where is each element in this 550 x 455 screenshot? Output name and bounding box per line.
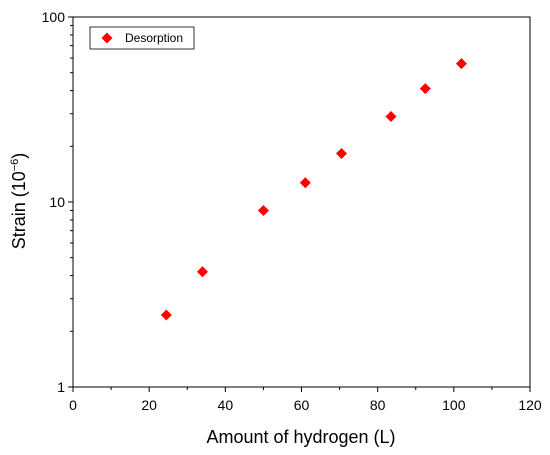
plot-area: [72, 16, 531, 388]
x-tick-label: 80: [370, 397, 386, 413]
legend-marker: [101, 32, 113, 44]
data-point: [385, 110, 397, 122]
y-axis: 1 10 100: [42, 9, 73, 395]
data-point: [257, 204, 269, 216]
y-axis-title-main: Strain (10: [9, 171, 29, 249]
data-point: [455, 58, 467, 70]
data-point: [419, 83, 431, 95]
x-tick-label: 120: [518, 397, 542, 413]
legend-label: Desorption: [125, 31, 183, 45]
y-axis-title-close: ): [9, 153, 29, 159]
y-tick-label: 1: [57, 379, 65, 395]
data-point: [160, 309, 172, 321]
data-points: [160, 58, 467, 321]
legend-box: [89, 26, 195, 50]
legend: Desorption: [89, 26, 195, 50]
x-axis-title: Amount of hydrogen (L): [206, 427, 395, 447]
y-tick-label: 100: [42, 9, 66, 25]
y-axis-title: Strain (10−6): [9, 153, 29, 250]
x-tick-label: 40: [218, 397, 234, 413]
x-tick-label: 20: [141, 397, 157, 413]
x-axis: 0 20 40 60 80 100 120: [69, 387, 542, 413]
x-tick-label: 0: [69, 397, 77, 413]
data-point: [196, 266, 208, 278]
data-point: [299, 177, 311, 189]
y-axis-title-exponent: −6: [9, 159, 21, 172]
x-tick-label: 60: [294, 397, 310, 413]
data-point: [335, 147, 347, 159]
x-tick-label: 100: [442, 397, 466, 413]
y-tick-label: 10: [49, 194, 65, 210]
